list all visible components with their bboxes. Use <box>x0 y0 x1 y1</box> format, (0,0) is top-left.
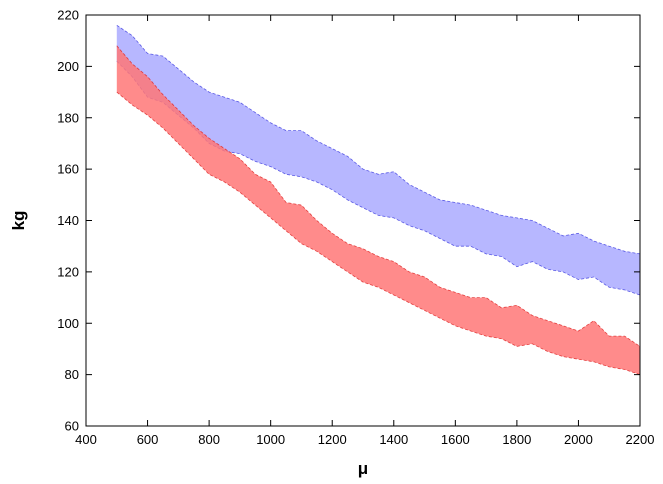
band-2-upper-edge <box>116 45 641 347</box>
y-axis-title: kg <box>9 211 28 231</box>
y-tick-label: 60 <box>65 419 79 434</box>
band-area-2 <box>116 45 641 375</box>
bands-layer <box>116 24 641 375</box>
y-tick-label: 220 <box>57 8 79 23</box>
x-axis-title: μ <box>358 459 368 478</box>
y-tick-label: 180 <box>57 110 79 125</box>
y-tick-label: 120 <box>57 264 79 279</box>
x-tick-label: 2000 <box>564 432 593 447</box>
x-tick-label: 800 <box>198 432 220 447</box>
x-tick-label: 1600 <box>441 432 470 447</box>
y-tick-label: 100 <box>57 316 79 331</box>
band-2-lower-edge <box>116 91 641 375</box>
band-area-1 <box>116 25 641 296</box>
x-tick-label: 1400 <box>379 432 408 447</box>
x-tick-label: 1800 <box>502 432 531 447</box>
x-tick-label: 600 <box>137 432 159 447</box>
y-tick-label: 160 <box>57 162 79 177</box>
band-1-upper-edge <box>116 24 641 255</box>
band-1-lower-edge <box>116 60 641 296</box>
y-tick-label: 80 <box>65 367 79 382</box>
y-tick-label: 140 <box>57 213 79 228</box>
x-tick-label: 2200 <box>626 432 655 447</box>
x-tick-label: 400 <box>75 432 97 447</box>
ticks-layer: 400 600 800 1000 1200 1400 1600 1800 2000 2200 60 8… <box>57 8 654 448</box>
x-tick-label: 1000 <box>256 432 285 447</box>
x-tick-label: 1200 <box>318 432 347 447</box>
y-tick-label: 200 <box>57 59 79 74</box>
